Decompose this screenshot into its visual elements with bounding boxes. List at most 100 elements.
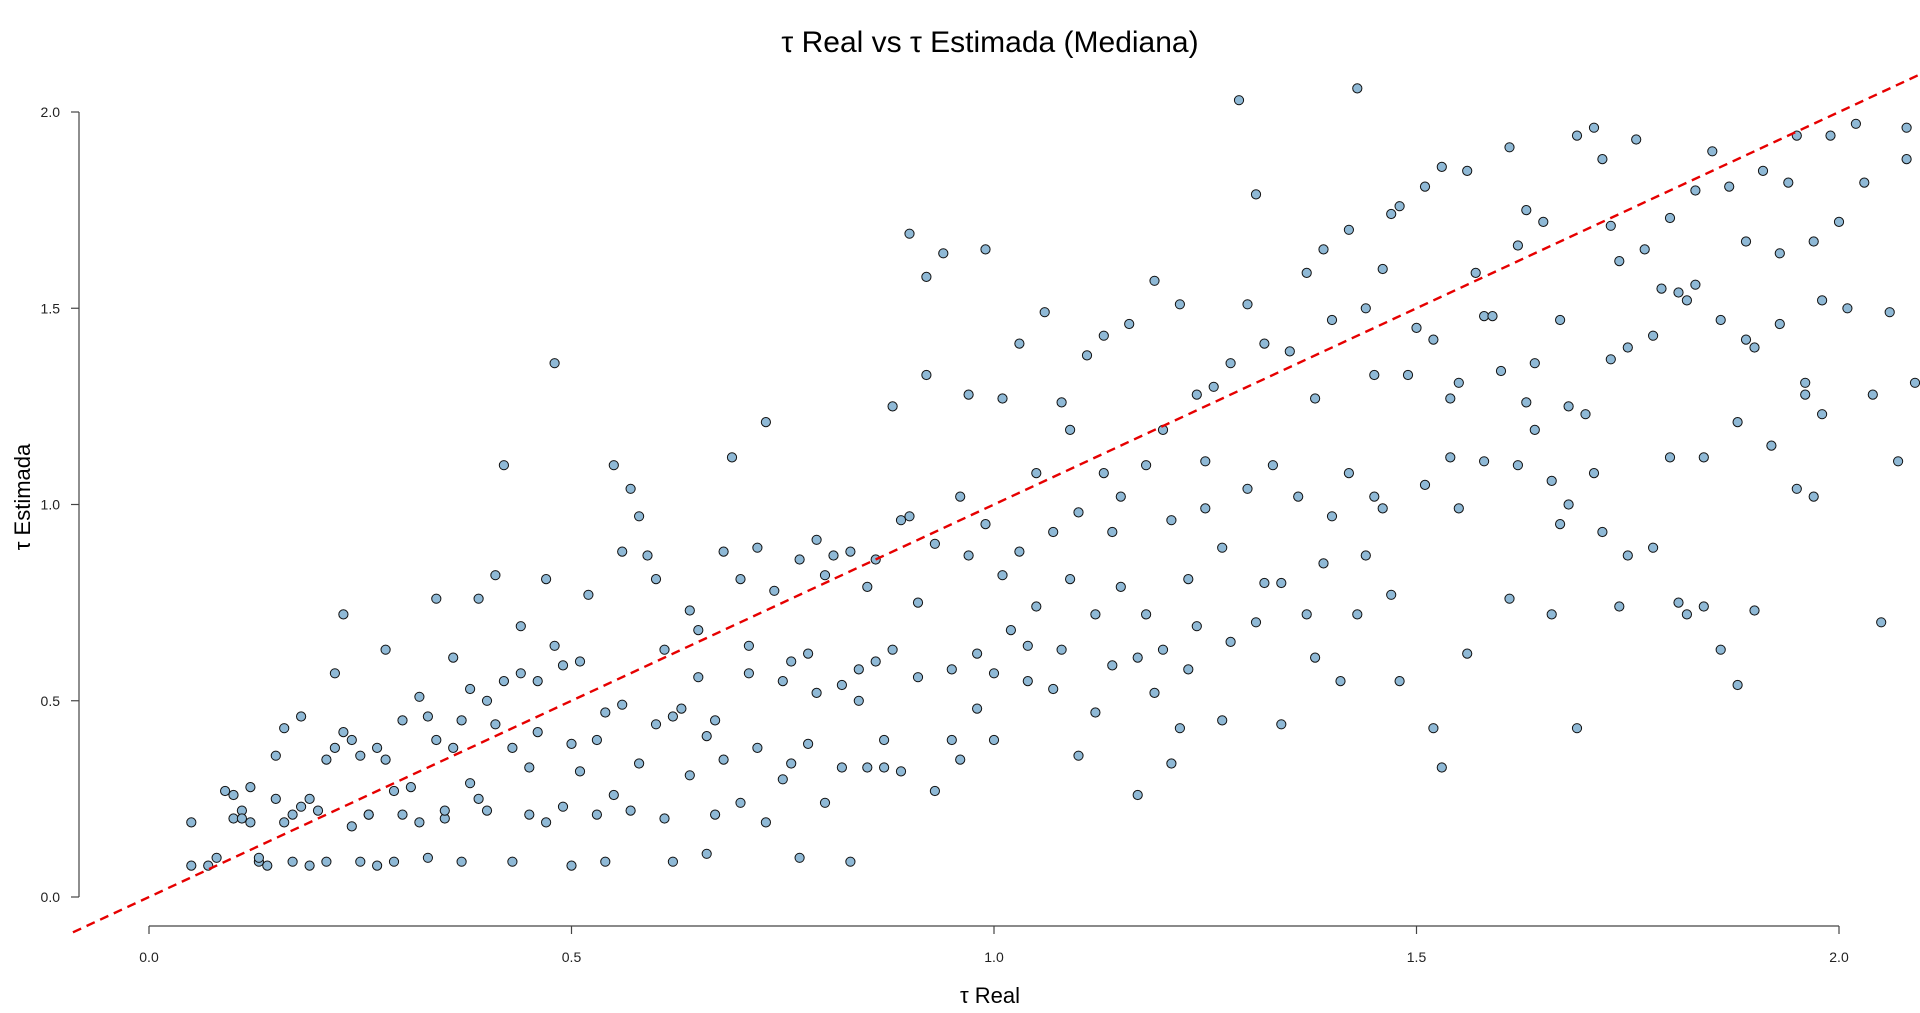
data-point — [1250, 617, 1262, 628]
data-point — [1183, 574, 1194, 585]
y-tick-label: 2.0 — [41, 104, 61, 120]
data-point — [811, 534, 822, 545]
data-point — [1428, 334, 1439, 345]
data-point — [1369, 369, 1380, 381]
data-point — [481, 805, 493, 816]
data-point — [963, 550, 974, 561]
data-point — [279, 817, 290, 828]
data-point — [1453, 377, 1464, 388]
data-point — [1563, 499, 1574, 510]
data-point — [253, 852, 264, 863]
data-point — [659, 813, 670, 824]
data-point — [710, 809, 721, 820]
data-point — [1107, 660, 1118, 671]
data-point — [1783, 177, 1794, 188]
data-point — [507, 742, 518, 754]
data-point — [515, 668, 526, 679]
data-point — [803, 648, 814, 659]
data-point — [1394, 676, 1405, 687]
data-point — [1774, 318, 1785, 330]
data-point — [1014, 338, 1025, 349]
data-point — [1343, 468, 1355, 479]
data-point — [515, 621, 526, 632]
data-point — [1462, 165, 1473, 176]
data-point — [329, 668, 340, 679]
data-point — [1757, 165, 1769, 176]
data-point — [397, 809, 408, 820]
data-point — [1402, 369, 1414, 381]
data-point — [1436, 161, 1447, 172]
data-point — [794, 554, 805, 565]
data-point — [625, 483, 636, 494]
data-point — [591, 809, 603, 820]
data-point — [1048, 526, 1059, 538]
data-point — [1690, 185, 1701, 196]
data-point — [245, 782, 256, 793]
data-point — [1200, 456, 1211, 467]
data-point — [980, 244, 991, 255]
data-point — [777, 676, 788, 687]
data-point — [1673, 597, 1684, 608]
data-point — [557, 801, 569, 812]
x-tick-label: 2.0 — [1829, 949, 1849, 965]
data-point — [388, 785, 400, 797]
data-point — [1419, 181, 1431, 192]
data-point — [228, 789, 239, 801]
data-point — [1141, 609, 1152, 620]
data-point — [1825, 130, 1836, 141]
data-point — [1648, 330, 1659, 341]
data-point — [845, 856, 856, 867]
data-point — [541, 817, 552, 828]
data-point — [1588, 122, 1600, 133]
data-point — [718, 546, 729, 557]
data-point — [1504, 142, 1515, 153]
chart-title: τ Real vs τ Estimada (Mediana) — [781, 26, 1198, 59]
data-point — [465, 683, 476, 695]
data-point — [1664, 452, 1676, 463]
data-point — [625, 805, 636, 816]
data-point — [1774, 248, 1785, 259]
data-point — [997, 393, 1008, 404]
data-point — [1681, 609, 1693, 620]
points-layer — [186, 83, 1920, 871]
data-point — [853, 695, 864, 706]
data-point — [329, 742, 340, 754]
data-point — [1419, 479, 1431, 490]
data-point — [270, 750, 281, 761]
data-point — [532, 727, 543, 738]
x-tick-label: 1.0 — [984, 949, 1004, 965]
data-point — [963, 389, 974, 400]
data-point — [1732, 679, 1743, 691]
data-point — [1217, 542, 1228, 553]
data-point — [1225, 636, 1236, 648]
data-point — [355, 856, 366, 867]
data-point — [498, 676, 509, 687]
data-point — [693, 625, 704, 636]
data-point — [972, 703, 983, 714]
data-point — [304, 860, 315, 871]
data-point — [388, 856, 400, 867]
data-point — [1698, 601, 1709, 612]
data-point — [1394, 201, 1405, 212]
data-point — [1115, 581, 1126, 593]
data-point — [1529, 358, 1540, 369]
data-point — [1538, 216, 1549, 227]
data-point — [1859, 177, 1870, 188]
data-point — [1597, 526, 1608, 538]
data-point — [1563, 401, 1574, 412]
data-point — [980, 519, 991, 530]
data-point — [1445, 393, 1456, 404]
y-tick-label: 1.0 — [41, 497, 61, 513]
y-tick-label: 0.0 — [41, 889, 61, 905]
data-point — [726, 452, 738, 463]
data-point — [1639, 244, 1650, 255]
data-point — [1183, 664, 1194, 675]
data-point — [1876, 617, 1887, 628]
data-point — [557, 660, 569, 671]
data-point — [1479, 456, 1490, 467]
data-point — [186, 817, 197, 828]
data-point — [574, 656, 586, 667]
data-point — [634, 511, 645, 522]
data-point — [448, 742, 459, 754]
data-point — [684, 770, 695, 781]
